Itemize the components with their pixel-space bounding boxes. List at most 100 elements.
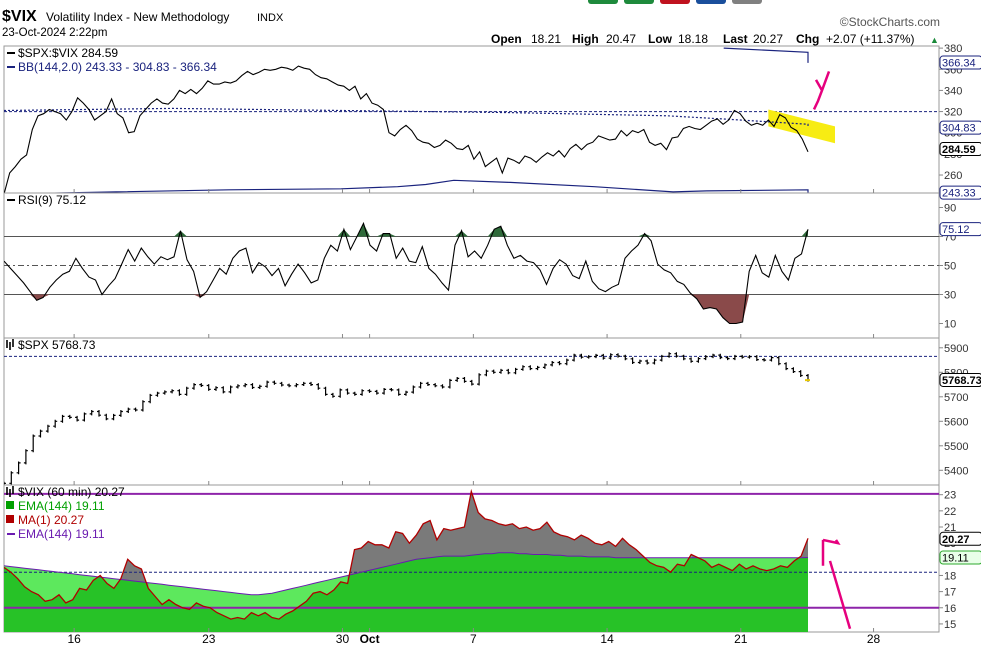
bollinger-band-line xyxy=(723,47,809,63)
y-tick-label: 10 xyxy=(944,319,956,331)
price-tag xyxy=(939,550,981,565)
high-value: 20.47 xyxy=(606,32,636,46)
y-tick-label: 21 xyxy=(944,522,956,534)
panel-frame xyxy=(3,337,940,486)
y-tick-label: 22 xyxy=(944,506,956,518)
y-tick-label: 90 xyxy=(944,203,956,215)
y-tick-label: 17 xyxy=(944,587,956,599)
x-axis: 16 23 30 Oct 7 14 21 28 xyxy=(67,189,881,645)
legend-entry: EMA(144) 19.11 xyxy=(18,527,105,541)
open-label: Open xyxy=(491,32,522,46)
price-tag-label: 75.12 xyxy=(942,224,970,236)
x-tick-label: 30 xyxy=(336,632,350,645)
chg-value: +2.07 (+11.37%) xyxy=(826,32,915,46)
toolbar-tab-5[interactable] xyxy=(732,0,762,4)
legend-bars-icon xyxy=(6,339,14,350)
x-tick-label: Oct xyxy=(360,632,380,645)
toolbar-tab-4[interactable] xyxy=(696,0,726,4)
price-tag-label: 284.59 xyxy=(942,144,976,156)
instrument-name: Volatility Index - New Methodology xyxy=(46,10,229,24)
y-tick-label: 5700 xyxy=(944,392,968,404)
symbol: $VIX xyxy=(2,8,37,25)
rsi-line xyxy=(4,221,809,325)
y-tick-label: 380 xyxy=(944,43,962,55)
price-tag xyxy=(939,185,981,200)
ratio-plot xyxy=(4,47,939,193)
price-tag xyxy=(939,372,981,387)
y-tick-label: 15 xyxy=(944,619,956,631)
price-tag-label: 304.83 xyxy=(942,123,976,135)
y-tick-label: 18 xyxy=(944,570,956,582)
legend-entry: MA(1) 20.27 xyxy=(18,513,84,527)
last-value: 20.27 xyxy=(753,32,783,46)
rsi-overbought-fill xyxy=(4,223,808,237)
x-tick-label: 16 xyxy=(67,632,81,645)
legend-entry: RSI(9) 75.12 xyxy=(18,193,86,207)
ohlc-bars xyxy=(4,352,810,485)
toolbar-tab-1[interactable] xyxy=(588,0,618,4)
open-value: 18.21 xyxy=(531,32,561,46)
y-tick-label: 320 xyxy=(944,107,962,119)
ema-area-fill xyxy=(4,552,808,632)
bollinger-band-line xyxy=(4,107,809,128)
price-tag xyxy=(939,55,981,70)
y-tick-label: 5900 xyxy=(944,343,968,355)
ema144-line xyxy=(4,552,809,596)
ma1-line xyxy=(4,488,809,620)
legend-entry: $SPX:$VIX 284.59 xyxy=(18,46,118,60)
y-tick-label: 16 xyxy=(944,603,956,615)
chg-arrow: ▲ xyxy=(930,35,939,45)
legend-color-swatch xyxy=(6,501,14,509)
spx-panel: 540055005600570058005900$SPX 5768.735768… xyxy=(3,337,981,486)
x-tick-label: 23 xyxy=(202,632,216,645)
ratio-panel: 260280300320340360380$SPX:$VIX 284.59BB(… xyxy=(3,43,981,200)
x-tick-label: 21 xyxy=(734,632,748,645)
toolbar-tab-3[interactable] xyxy=(660,0,690,4)
price-tag xyxy=(939,222,981,237)
legend-entry: EMA(144) 19.11 xyxy=(18,499,105,513)
y-tick-label: 260 xyxy=(944,170,962,182)
ratio-series-line xyxy=(4,65,809,193)
price-tag xyxy=(939,142,981,157)
y-tick-label: 340 xyxy=(944,85,962,97)
y-tick-label: 5400 xyxy=(944,465,968,477)
price-tag-label: 19.11 xyxy=(942,553,969,565)
legend-bars-icon xyxy=(6,486,14,497)
toolbar-tab-2[interactable] xyxy=(624,0,654,4)
y-tick-label: 5600 xyxy=(944,416,968,428)
vix-panel: 151617181920212223$VIX (60 min) 20.27EMA… xyxy=(3,484,981,633)
last-label: Last xyxy=(723,32,748,46)
bollinger-band-line xyxy=(29,179,809,193)
legend-entry: $VIX (60 min) 20.27 xyxy=(18,485,125,499)
y-tick-label: 30 xyxy=(944,290,956,302)
x-tick-label: 7 xyxy=(470,632,477,645)
vix-plot xyxy=(4,488,939,632)
datetime: 23-Oct-2024 2:22pm xyxy=(2,27,107,39)
brand-logo: ©StockCharts.com xyxy=(840,15,940,29)
vix-above-ema-fill xyxy=(120,491,809,589)
low-label: Low xyxy=(648,32,673,46)
x-tick-label: 28 xyxy=(867,632,881,645)
rsi-oversold-fill xyxy=(4,294,808,324)
y-tick-label: 23 xyxy=(944,490,956,502)
legend-entry: BB(144,2.0) 243.33 - 304.83 - 366.34 xyxy=(18,60,217,74)
high-label: High xyxy=(572,32,599,46)
price-tag-label: 243.33 xyxy=(942,188,976,200)
x-tick-label: 14 xyxy=(600,632,614,645)
toolbar-strip xyxy=(588,0,762,4)
legend-entry: $SPX 5768.73 xyxy=(18,338,96,352)
rsi-plot xyxy=(4,221,939,325)
exchange: INDX xyxy=(257,12,284,24)
price-tag xyxy=(939,120,981,135)
price-tag-label: 20.27 xyxy=(942,534,970,546)
annotation-arrow xyxy=(821,538,852,630)
price-tag-label: 366.34 xyxy=(942,58,976,70)
chg-label: Chg xyxy=(796,32,819,46)
y-tick-label: 50 xyxy=(944,261,956,273)
price-tag-label: 5768.73 xyxy=(942,375,981,387)
quote-line: Open 18.21 High 20.47 Low 18.18 Last 20.… xyxy=(491,32,939,46)
vix-below-ema-fill xyxy=(4,554,802,620)
y-tick-label: 5500 xyxy=(944,441,968,453)
